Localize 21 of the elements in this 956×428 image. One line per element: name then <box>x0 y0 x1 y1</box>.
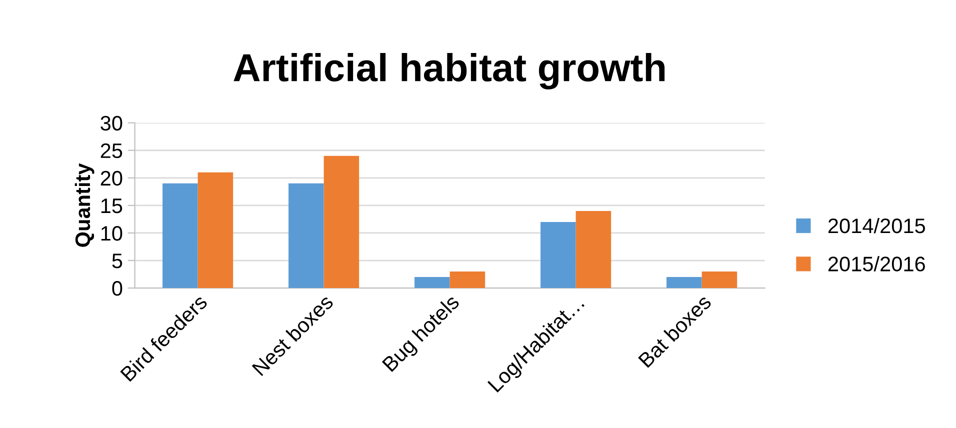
bar <box>288 183 324 288</box>
legend-label: 2015/2016 <box>828 256 925 272</box>
bar <box>666 277 702 288</box>
chart-title: Artificial habitat growth <box>234 52 665 90</box>
bar <box>324 156 360 288</box>
bar <box>198 172 234 288</box>
bar <box>540 222 576 288</box>
bar <box>702 272 738 288</box>
y-axis-title: Quantity <box>74 163 94 247</box>
y-tick-label: 25 <box>100 143 122 158</box>
bar <box>414 277 450 288</box>
bar <box>162 183 198 288</box>
bar <box>450 272 486 288</box>
y-tick-label: 10 <box>101 226 122 241</box>
y-tick-label: 5 <box>112 254 122 268</box>
y-tick-label: 30 <box>100 116 122 131</box>
y-tick-label: 20 <box>100 170 122 186</box>
legend-label: 2014/2015 <box>828 218 926 234</box>
y-tick-label: 15 <box>101 198 122 214</box>
y-tick-label: 0 <box>112 281 122 296</box>
bar <box>576 210 612 288</box>
